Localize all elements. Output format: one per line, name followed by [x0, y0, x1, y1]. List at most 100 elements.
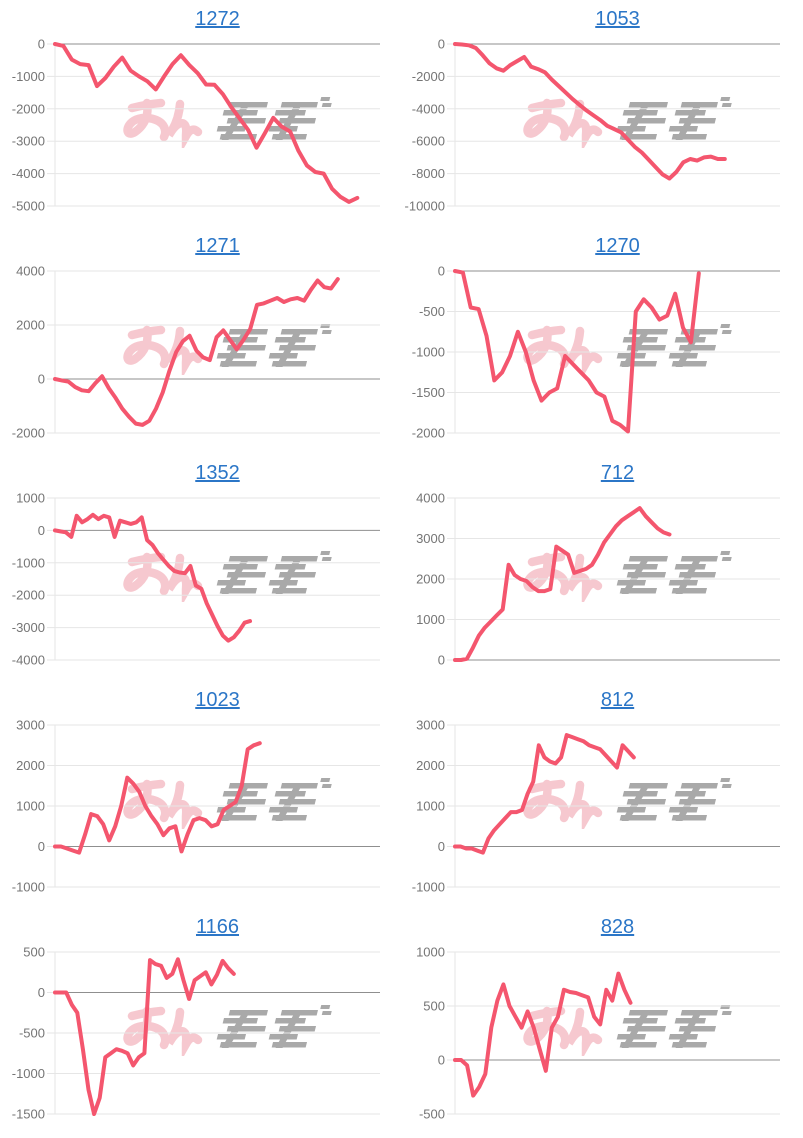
chart-cell: 1000 500 0 -500 828: [400, 910, 803, 1137]
chart-cell: 3000 2000 1000 0 -1000 1023: [0, 683, 400, 910]
y-axis-label: -500: [419, 304, 445, 319]
y-axis-label: -3000: [12, 134, 45, 149]
y-axis-label: -3000: [12, 620, 45, 635]
y-axis-label: -2000: [12, 426, 45, 441]
y-axis-label: -1000: [12, 1066, 45, 1081]
y-axis-label: -2000: [12, 588, 45, 603]
y-axis-label: 2000: [416, 758, 445, 773]
chart-cell: 3000 2000 1000 0 -1000 812: [400, 683, 803, 910]
machine-number-link[interactable]: 1166: [195, 916, 239, 938]
machine-number-link[interactable]: 1272: [195, 8, 240, 30]
chart-cell: 1000 0 -1000 -2000 -3000 -4000 1352: [0, 456, 400, 683]
profit-line-chart: 4000 3000 2000 1000 0: [416, 491, 780, 668]
profit-series-line: [453, 42, 727, 181]
y-axis-label: 0: [38, 523, 45, 538]
y-axis-label: 0: [438, 264, 445, 279]
profit-line-chart: 0 -1000 -2000 -3000 -4000 -5000: [12, 37, 380, 214]
chart-cell: 4000 3000 2000 1000 0 712: [400, 456, 803, 683]
profit-series-line: [53, 42, 360, 204]
y-axis-label: 3000: [416, 531, 445, 546]
y-axis-label: -1000: [412, 880, 445, 895]
y-axis-label: -2000: [412, 69, 445, 84]
y-axis-label: -4000: [12, 166, 45, 181]
y-axis-label: 0: [38, 839, 45, 854]
plot-area: 0 -2000 -4000 -6000 -8000 -10000: [400, 2, 803, 229]
profit-line-chart: 3000 2000 1000 0 -1000: [12, 718, 380, 895]
plot-area: 3000 2000 1000 0 -1000: [400, 683, 803, 910]
chart-cell: 0 -1000 -2000 -3000 -4000 -5000 1272: [0, 2, 400, 229]
machine-number-link[interactable]: 828: [600, 916, 635, 938]
profit-series-line: [453, 971, 633, 1098]
y-axis-label: 0: [38, 37, 45, 52]
y-axis-label: 1000: [416, 945, 445, 960]
y-axis-label: -4000: [412, 101, 445, 116]
profit-line-chart: 500 0 -500 -1000 -1500: [12, 945, 380, 1122]
y-axis-label: -1000: [12, 555, 45, 570]
y-axis-label: 1000: [416, 799, 445, 814]
machine-number-link[interactable]: 712: [600, 462, 635, 484]
y-axis-label: 3000: [16, 718, 45, 733]
chart-cell: 0 -2000 -4000 -6000 -8000 -10000 1053: [400, 2, 803, 229]
y-axis-label: -6000: [412, 134, 445, 149]
y-axis-label: 4000: [16, 264, 45, 279]
plot-area: 4000 3000 2000 1000 0: [400, 456, 803, 683]
y-axis-label: 1000: [16, 491, 45, 506]
chart-cell: 0 -500 -1000 -1500 -2000 1270: [400, 229, 803, 456]
plot-area: 1000 500 0 -500: [400, 910, 803, 1137]
y-axis-label: 2000: [16, 318, 45, 333]
profit-series-line: [53, 741, 262, 855]
machine-number-link[interactable]: 1053: [595, 8, 640, 30]
profit-series-line: [453, 506, 672, 662]
profit-series-line: [453, 269, 701, 434]
y-axis-label: -2000: [12, 101, 45, 116]
profit-line-chart: 1000 0 -1000 -2000 -3000 -4000: [12, 491, 380, 668]
y-axis-label: 0: [38, 372, 45, 387]
y-axis-label: -2000: [412, 426, 445, 441]
y-axis-label: -1500: [12, 1107, 45, 1122]
plot-area: 3000 2000 1000 0 -1000: [0, 683, 400, 910]
plot-area: 4000 2000 0 -2000: [0, 229, 400, 456]
plot-area: 0 -1000 -2000 -3000 -4000 -5000: [0, 2, 400, 229]
machine-number-link[interactable]: 1271: [195, 235, 240, 257]
y-axis-label: 0: [38, 985, 45, 1000]
chart-cell: 500 0 -500 -1000 -1500 1166: [0, 910, 400, 1137]
profit-line-chart: 0 -2000 -4000 -6000 -8000 -10000: [405, 37, 780, 214]
y-axis-label: 0: [438, 653, 445, 668]
profit-line-chart: 3000 2000 1000 0 -1000: [412, 718, 780, 895]
profit-line-chart: 1000 500 0 -500: [416, 945, 780, 1122]
profit-series-line: [53, 957, 236, 1116]
machine-number-link[interactable]: 1352: [195, 462, 240, 484]
y-axis-label: 2000: [16, 758, 45, 773]
y-axis-label: -1500: [412, 385, 445, 400]
profit-series-line: [453, 733, 636, 855]
y-axis-label: -5000: [12, 199, 45, 214]
y-axis-label: -4000: [12, 653, 45, 668]
profit-line-chart: 0 -500 -1000 -1500 -2000: [412, 264, 780, 441]
y-axis-label: -500: [19, 1026, 45, 1041]
y-axis-label: 1000: [16, 799, 45, 814]
y-axis-label: 2000: [416, 572, 445, 587]
y-axis-label: 1000: [416, 612, 445, 627]
y-axis-label: 500: [423, 999, 445, 1014]
y-axis-label: -10000: [405, 199, 445, 214]
machine-number-link[interactable]: 1270: [595, 235, 640, 257]
plot-area: 500 0 -500 -1000 -1500: [0, 910, 400, 1137]
y-axis-label: 0: [438, 1053, 445, 1068]
machine-number-link[interactable]: 1023: [195, 689, 240, 711]
y-axis-label: 0: [438, 37, 445, 52]
y-axis-label: 0: [438, 839, 445, 854]
profit-series-line: [53, 277, 340, 427]
plot-area: 1000 0 -1000 -2000 -3000 -4000: [0, 456, 400, 683]
y-axis-label: -1000: [412, 345, 445, 360]
machine-number-link[interactable]: 812: [600, 689, 635, 711]
plot-area: 0 -500 -1000 -1500 -2000: [400, 229, 803, 456]
y-axis-label: 3000: [416, 718, 445, 733]
y-axis-label: -1000: [12, 69, 45, 84]
y-axis-label: -500: [419, 1107, 445, 1122]
profit-line-chart: 4000 2000 0 -2000: [12, 264, 380, 441]
profit-series-line: [53, 512, 252, 643]
chart-cell: 4000 2000 0 -2000 1271: [0, 229, 400, 456]
y-axis-label: 4000: [416, 491, 445, 506]
y-axis-label: 500: [23, 945, 45, 960]
